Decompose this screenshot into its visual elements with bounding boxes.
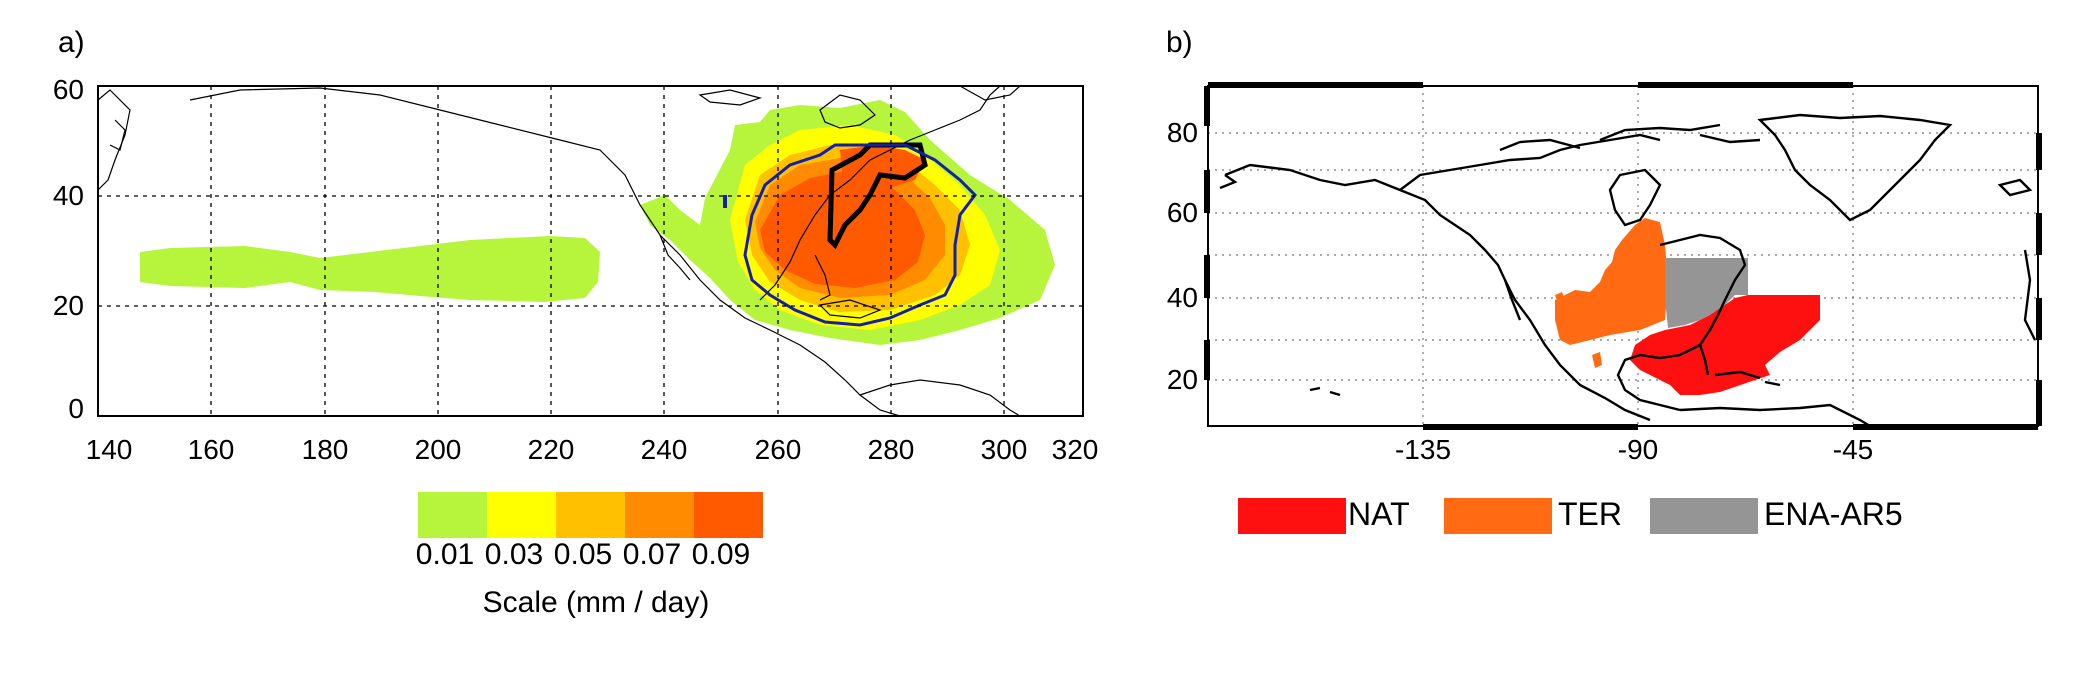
hudson-bay xyxy=(819,94,876,129)
baja xyxy=(659,234,691,281)
legend-label-ena-ar5: ENA-AR5 xyxy=(1764,496,1903,532)
panel-b-xtick: -45 xyxy=(1832,434,1874,465)
panel-a-xtick: 240 xyxy=(640,434,688,465)
florida-b xyxy=(1698,344,1710,376)
legend-label-nat: NAT xyxy=(1348,496,1410,532)
panel-b-ytick: 40 xyxy=(1166,282,1198,313)
panel-a-ytick: 20 xyxy=(52,290,84,321)
panel-a-map xyxy=(97,85,1084,417)
nat-region xyxy=(1630,295,1820,395)
panel-a-ytick: 40 xyxy=(52,180,84,211)
frame-bars xyxy=(1204,82,2042,430)
cuba xyxy=(818,299,882,319)
gulf-coast xyxy=(1616,343,1701,412)
colorbar-swatch xyxy=(694,492,763,538)
south-america-b xyxy=(1679,403,1871,428)
panel-b-coastlines xyxy=(1219,113,2037,428)
panel-a-label: a) xyxy=(58,26,85,59)
alaska xyxy=(1224,163,1651,422)
blue-contour xyxy=(743,143,977,327)
colorbar-swatch xyxy=(487,492,556,538)
greenland xyxy=(959,85,1021,101)
panel-a-xtick: 320 xyxy=(1051,434,1099,465)
ena-region xyxy=(1665,258,1748,328)
panel-b-xtick: -135 xyxy=(1394,434,1452,465)
panel-a-xtick: 260 xyxy=(754,434,802,465)
caribbean xyxy=(1714,370,1781,387)
colorbar xyxy=(418,492,763,538)
panel-a-ytick: 60 xyxy=(52,74,84,105)
us-east-coast xyxy=(1659,233,1747,346)
colorbar-tick-label: 0.01 xyxy=(415,538,475,571)
panel-a-xtick: 180 xyxy=(301,434,349,465)
hawaii xyxy=(1309,386,1341,397)
blue-dot xyxy=(723,195,727,208)
florida xyxy=(814,254,831,301)
north-america-east xyxy=(759,85,1001,301)
kamchatka xyxy=(109,119,126,151)
iceland xyxy=(1997,178,2033,197)
arctic-islands-b xyxy=(1499,123,1761,152)
legend-swatch xyxy=(1444,498,1552,534)
aleutians xyxy=(1219,174,1238,190)
legend-label-ter: TER xyxy=(1558,496,1622,532)
panel-a-ytick: 0 xyxy=(68,393,84,424)
colorbar-tick-label: 0.09 xyxy=(691,538,751,571)
colorbar-title: Scale (mm / day) xyxy=(482,586,710,619)
panel-a-grid xyxy=(98,86,1083,416)
colorbar-swatch xyxy=(556,492,625,538)
ter-region xyxy=(1555,218,1668,345)
panel-b-ytick: 20 xyxy=(1166,364,1198,395)
colorbar-tick-label: 0.07 xyxy=(622,538,682,571)
panel-a-xtick: 160 xyxy=(187,434,235,465)
panel-b-label: b) xyxy=(1166,26,1193,59)
panel-a-xtick: 140 xyxy=(85,434,133,465)
colorbar-tick-label: 0.03 xyxy=(484,538,544,571)
pacific-band xyxy=(140,236,600,302)
black-region-outline xyxy=(827,142,928,250)
panel-a-xtick: 200 xyxy=(414,434,462,465)
greenland-b xyxy=(1757,113,1953,222)
panel-b-xtick: -90 xyxy=(1617,434,1659,465)
baja-b xyxy=(1503,279,1522,321)
colorbar-swatch xyxy=(625,492,694,538)
panel-b-ytick: 80 xyxy=(1166,117,1198,148)
europe-edge xyxy=(2023,249,2037,341)
coastlines xyxy=(97,85,1021,417)
legend-swatch xyxy=(1650,498,1758,534)
north-america-west xyxy=(189,87,901,417)
colorbar-tick-label: 0.05 xyxy=(553,538,613,571)
canada-north xyxy=(1399,133,1661,191)
panel-a-xtick: 300 xyxy=(980,434,1028,465)
colorbar-swatch xyxy=(418,492,487,538)
south-america xyxy=(859,379,1021,417)
ter-speckle xyxy=(1555,292,1602,368)
panel-a-xtick: 280 xyxy=(867,434,915,465)
panel-b-map xyxy=(1204,82,2042,430)
legend-swatches xyxy=(1238,498,1758,534)
asia-coast xyxy=(97,89,131,191)
arctic-islands xyxy=(698,89,763,106)
legend-swatch xyxy=(1238,498,1346,534)
hudson-bay-b xyxy=(1608,168,1662,227)
panel-a-xtick: 220 xyxy=(527,434,575,465)
panel-b-ytick: 60 xyxy=(1166,197,1198,228)
